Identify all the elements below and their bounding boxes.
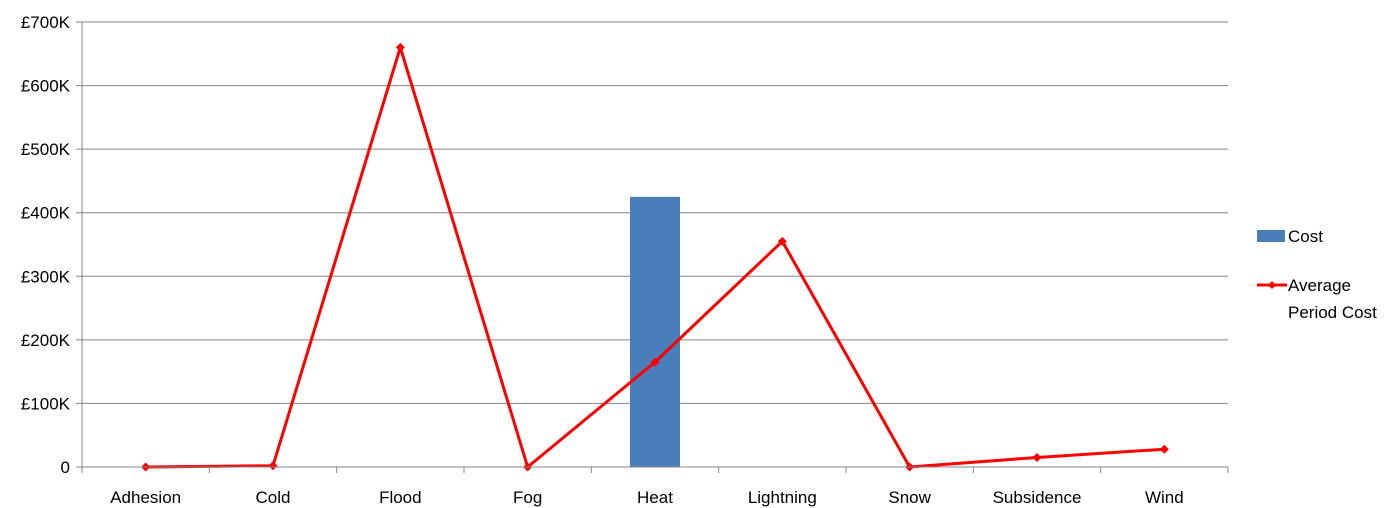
legend-label-average-line-2: Period Cost <box>1288 303 1377 322</box>
x-tick-label: Subsidence <box>993 488 1082 507</box>
x-tick-label: Fog <box>513 488 542 507</box>
average-period-cost-point <box>777 236 787 246</box>
x-tick-label: Lightning <box>748 488 817 507</box>
cost-bars <box>630 196 680 468</box>
legend-swatch-marker <box>1268 281 1276 289</box>
average-period-cost-point <box>1159 444 1169 454</box>
average-period-cost-point <box>268 461 278 471</box>
y-tick-label: £400K <box>21 204 71 223</box>
average-period-cost-point <box>1032 452 1042 462</box>
legend-label-average-line-1: Average <box>1288 276 1351 295</box>
y-tick-label: £600K <box>21 77 71 96</box>
average-period-cost-series <box>141 42 1169 472</box>
x-tick-label: Cold <box>256 488 291 507</box>
x-tick-label: Snow <box>888 488 931 507</box>
average-period-cost-point <box>650 357 660 367</box>
x-tick-label: Wind <box>1145 488 1184 507</box>
legend: Cost Average Period Cost <box>1257 227 1377 322</box>
legend-swatch-cost <box>1257 230 1285 242</box>
y-tick-label: £500K <box>21 140 71 159</box>
x-tick-label: Heat <box>637 488 673 507</box>
cost-bar <box>630 196 680 468</box>
y-tick-label: 0 <box>61 458 70 477</box>
y-tick-label: £300K <box>21 267 71 286</box>
y-tick-label: £200K <box>21 331 71 350</box>
legend-label-cost: Cost <box>1288 227 1323 246</box>
y-tick-label: £700K <box>21 13 71 32</box>
axes: 0 £100K £200K £300K £400K £500K £600K £700K Adhe… <box>21 13 1229 507</box>
y-tick-label: £100K <box>21 394 71 413</box>
x-tick-label: Flood <box>379 488 422 507</box>
x-tick-label: Adhesion <box>110 488 181 507</box>
average-period-cost-point <box>395 42 405 52</box>
